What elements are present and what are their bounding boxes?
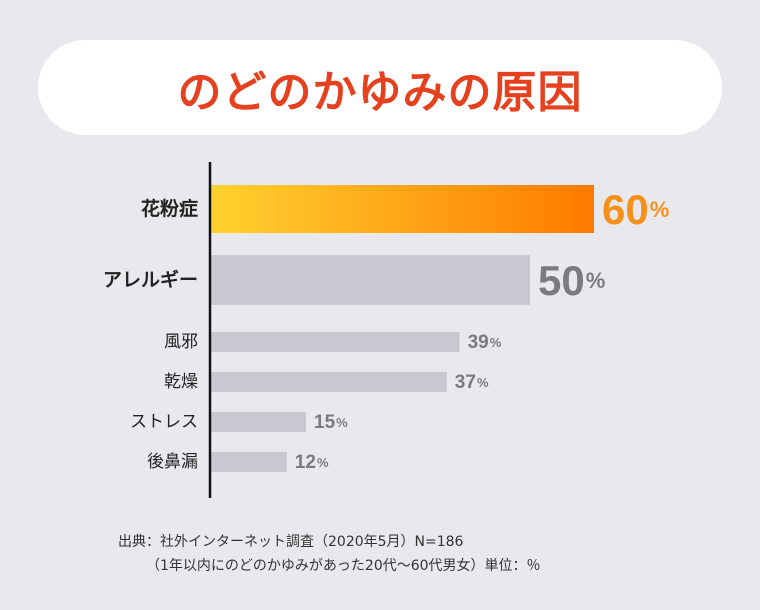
category-label-3: 乾燥: [164, 372, 198, 392]
value-label-1: 50%: [538, 257, 605, 304]
title-banner: のどのかゆみの原因: [38, 40, 722, 135]
source-note: 出典：社外インターネット調査（2020年5月）N=186 （1年以内にのどのかゆ…: [118, 530, 541, 578]
bar-3: [210, 372, 447, 392]
value-label-0: 60%: [602, 186, 669, 233]
source-line-2: （1年以内にのどのかゆみがあった20代〜60代男女）単位：％: [146, 558, 541, 574]
value-label-5: 12%: [295, 452, 329, 473]
bar-chart: 花粉症 60% アレルギー 50% 風邪 39% 乾燥 37% ストレス 15% 後鼻漏 12%: [103, 162, 669, 498]
source-line-1: 出典：社外インターネット調査（2020年5月）N=186: [118, 534, 464, 550]
category-label-0: 花粉症: [141, 197, 198, 220]
bar-4: [210, 412, 306, 432]
category-label-4: ストレス: [130, 412, 198, 432]
chart-title: のどのかゆみの原因: [177, 66, 583, 118]
bar-5: [210, 452, 287, 472]
value-label-3: 37%: [455, 372, 489, 393]
category-label-2: 風邪: [164, 332, 198, 352]
value-label-4: 15%: [314, 412, 348, 433]
bar-2: [210, 332, 460, 352]
category-label-5: 後鼻漏: [147, 452, 198, 472]
category-label-1: アレルギー: [103, 269, 198, 291]
bar-0: [210, 185, 594, 233]
value-label-2: 39%: [468, 332, 502, 353]
bar-1: [210, 255, 530, 305]
